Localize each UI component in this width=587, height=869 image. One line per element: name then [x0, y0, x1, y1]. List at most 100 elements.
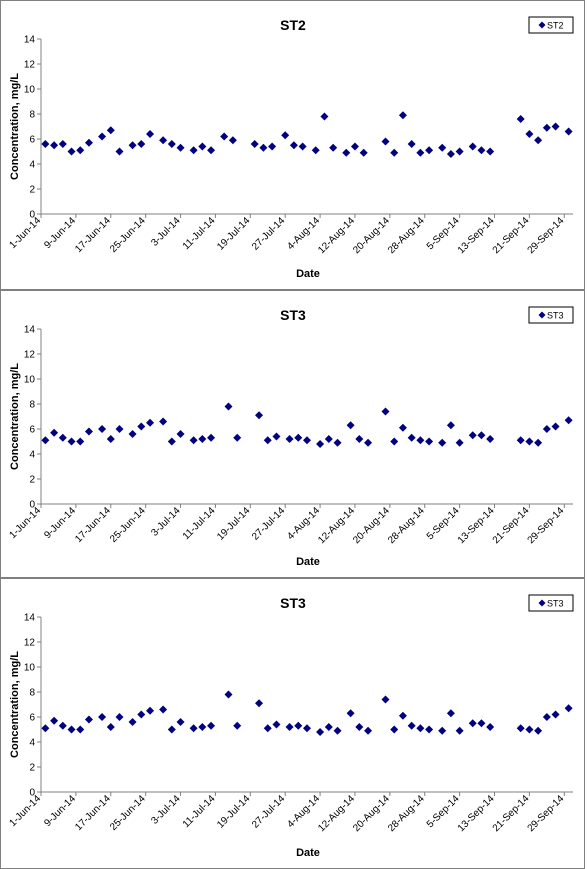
data-point	[316, 440, 325, 448]
x-tick-label: 11-Jul-14	[181, 793, 218, 830]
data-point	[486, 147, 495, 156]
x-tick-label: 1-Jun-14	[7, 215, 43, 251]
x-tick-label: 19-Jul-14	[215, 793, 253, 831]
y-tick-label: 4	[29, 450, 35, 461]
x-tick-label: 19-Jul-14	[215, 505, 253, 543]
data-point	[106, 435, 115, 443]
x-axis-label: Date	[296, 556, 320, 568]
data-point	[146, 706, 155, 715]
legend-marker	[538, 599, 546, 607]
legend: ST2	[528, 16, 574, 34]
data-point	[98, 713, 107, 721]
x-tick-label: 11-Jul-14	[181, 505, 218, 542]
legend-box	[528, 594, 574, 612]
data-point	[551, 710, 560, 719]
data-point	[398, 423, 407, 432]
data-point	[381, 137, 390, 146]
y-tick-label: 2	[29, 763, 35, 774]
x-tick-label: 9-Jun-14	[42, 505, 78, 541]
x-tick-label: 3-Jul-14	[149, 505, 183, 539]
data-point	[137, 710, 146, 719]
data-point	[364, 726, 373, 735]
y-axis-label: Concentration, mg/L	[9, 73, 21, 180]
y-tick-label: 12	[24, 60, 36, 71]
data-point	[106, 723, 115, 731]
data-point	[381, 695, 390, 704]
y-tick-label: 12	[24, 350, 36, 361]
data-point	[207, 433, 216, 442]
data-point	[176, 718, 185, 726]
data-point	[106, 126, 115, 135]
x-tick-label: 13-Sep-14	[456, 505, 497, 546]
data-point	[407, 140, 416, 148]
data-point	[446, 150, 455, 158]
y-tick-label: 8	[29, 110, 35, 121]
data-point	[294, 721, 303, 730]
y-tick-label: 14	[24, 35, 36, 46]
data-point	[477, 146, 486, 155]
y-tick-label: 8	[29, 688, 35, 699]
data-point	[198, 142, 207, 151]
data-point	[198, 435, 207, 443]
data-point	[346, 709, 355, 718]
data-point	[159, 136, 168, 145]
data-point	[233, 433, 242, 442]
x-tick-label: 25-Jun-14	[108, 793, 148, 833]
x-tick-label: 9-Jun-14	[42, 215, 78, 251]
data-point	[255, 411, 264, 420]
y-tick-label: 6	[29, 135, 35, 146]
data-point	[58, 140, 67, 148]
data-point	[259, 143, 268, 152]
data-point	[281, 131, 290, 140]
data-point	[455, 147, 464, 156]
data-point	[268, 142, 277, 151]
data-point	[346, 421, 355, 430]
data-point	[525, 437, 534, 446]
data-point	[551, 422, 560, 431]
y-tick-label: 0	[29, 788, 35, 799]
data-point	[289, 141, 298, 150]
y-tick-label: 10	[24, 663, 36, 674]
x-tick-label: 21-Sep-14	[491, 505, 532, 546]
data-point	[525, 725, 534, 734]
data-point	[398, 111, 407, 120]
data-point	[41, 724, 50, 733]
legend: ST3	[528, 306, 574, 324]
data-point	[159, 705, 168, 714]
data-point	[333, 726, 342, 735]
data-point	[220, 132, 229, 141]
x-tick-label: 27-Jul-14	[250, 505, 288, 543]
data-point	[486, 723, 495, 731]
data-point	[207, 146, 216, 155]
data-point	[416, 148, 425, 157]
legend-label: ST3	[547, 311, 564, 321]
x-tick-label: 17-Jun-14	[73, 793, 113, 833]
data-point	[76, 437, 85, 446]
data-point	[76, 146, 85, 155]
data-point	[41, 140, 50, 148]
data-point	[516, 724, 525, 733]
data-point	[324, 435, 333, 443]
data-point	[564, 127, 573, 136]
x-axis-label: Date	[296, 847, 320, 859]
legend-box	[528, 16, 574, 34]
x-tick-label: 21-Sep-14	[491, 793, 532, 834]
data-point	[189, 146, 198, 155]
data-point	[303, 724, 311, 733]
data-point	[468, 431, 477, 440]
data-point	[311, 146, 320, 155]
data-point	[146, 130, 155, 138]
x-tick-label: 25-Jun-14	[108, 505, 148, 545]
data-point	[355, 723, 364, 731]
data-point	[137, 422, 146, 431]
y-tick-label: 14	[24, 325, 36, 336]
data-point	[425, 437, 434, 446]
y-tick-label: 10	[24, 375, 36, 386]
x-tick-label: 25-Jun-14	[108, 215, 148, 255]
data-point	[41, 436, 50, 445]
y-tick-label: 0	[29, 500, 35, 511]
x-tick-label: 29-Sep-14	[526, 505, 567, 546]
